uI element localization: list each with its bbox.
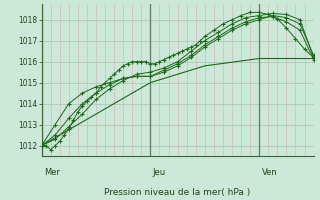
Text: Pression niveau de la mer( hPa ): Pression niveau de la mer( hPa ) — [104, 188, 251, 197]
Text: Mer: Mer — [44, 168, 60, 177]
Text: Ven: Ven — [261, 168, 277, 177]
Text: Jeu: Jeu — [153, 168, 166, 177]
